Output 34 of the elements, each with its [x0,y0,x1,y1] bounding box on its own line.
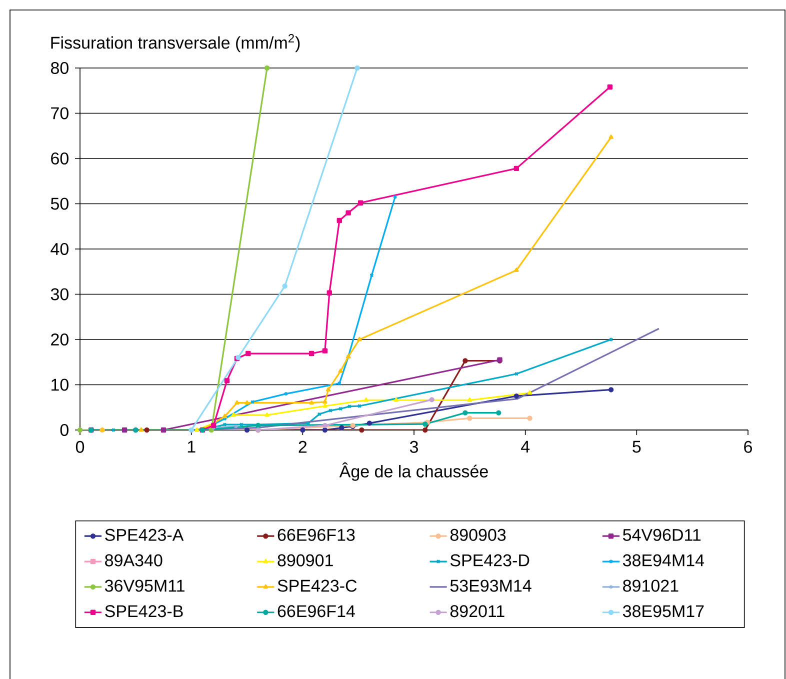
x-tick-label: 6 [744,440,752,453]
x-axis-title: Âge de la chaussée [339,462,488,481]
legend-label: 890901 [278,554,333,566]
y-tick-label: 60 [51,152,68,165]
legend-label: 66E96F13 [278,528,355,541]
legend-label: 38E94M14 [622,554,704,566]
legend-label: 53E93M14 [450,580,532,592]
legend-label: 892011 [450,605,504,618]
legend-label: 890903 [450,528,506,541]
legend-label: 66E96F14 [278,605,355,618]
x-tick-label: 0 [76,440,84,453]
y-tick-label: 50 [50,198,68,210]
legend-label: SPE423-A [105,528,184,541]
y-tick-label: 0 [60,424,68,436]
legend-label: SPE423-C [278,580,357,592]
legend-label: 36V95M11 [104,580,184,592]
legend-label: 54V96D11 [623,528,701,541]
y-tick-label: 10 [52,378,68,391]
legend-label: 891021 [623,580,678,592]
x-tick-label: 2 [298,440,307,453]
x-tick-label: 4 [521,440,530,453]
y-tick-label: 70 [51,107,68,120]
legend-label: SPE423-B [105,605,183,618]
x-tick-label: 1 [188,440,196,453]
y-tick-label: 80 [50,62,68,74]
y-tick-label: 30 [50,288,68,300]
x-tick-label: 5 [632,440,641,453]
y-axis-title: Fissuration transversale (mm/m$^{2}$) [51,34,300,52]
x-tick-label: 3 [410,440,418,453]
y-tick-label: 20 [51,333,68,346]
y-tick-label: 40 [50,242,68,256]
legend-label: SPE423-D [450,554,530,566]
legend-label: 38E95M17 [622,605,704,618]
legend-label: 89A340 [105,554,162,566]
